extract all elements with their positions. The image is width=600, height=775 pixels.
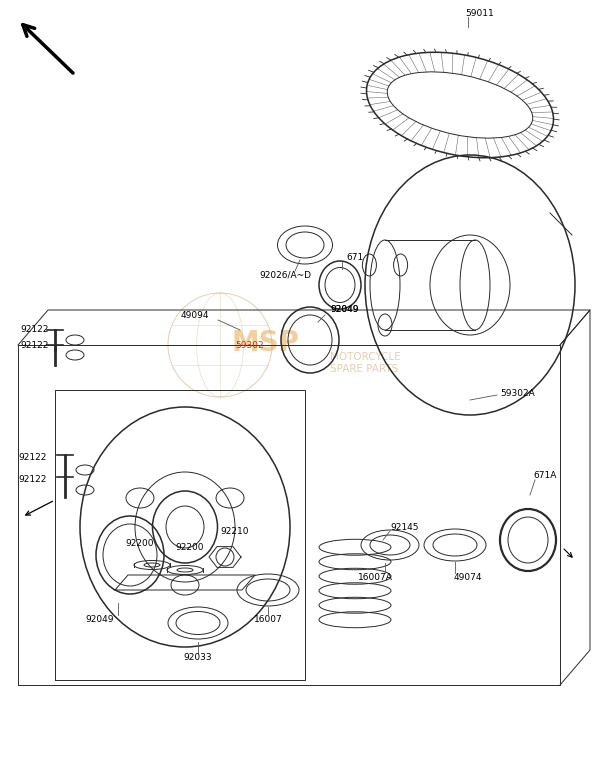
Text: 59302: 59302 (236, 340, 265, 350)
Text: 92200: 92200 (176, 543, 204, 553)
Text: MSP: MSP (231, 329, 299, 357)
Text: 59302A: 59302A (500, 388, 535, 398)
Text: 92122: 92122 (20, 340, 49, 350)
Text: 92122: 92122 (18, 474, 46, 484)
Text: 671A: 671A (533, 470, 557, 480)
Text: SPARE PARTS: SPARE PARTS (330, 364, 398, 374)
Text: 92049: 92049 (331, 305, 359, 315)
Text: 92033: 92033 (184, 653, 212, 662)
Text: 92200: 92200 (126, 539, 154, 547)
Text: 92210: 92210 (221, 528, 249, 536)
Text: 671: 671 (346, 253, 364, 261)
Text: 92122: 92122 (18, 453, 46, 461)
Text: 92026/A~D: 92026/A~D (259, 270, 311, 280)
Text: 92122: 92122 (20, 326, 49, 335)
Text: 49074: 49074 (454, 573, 482, 581)
Text: 92145: 92145 (390, 522, 419, 532)
Text: 16007: 16007 (254, 615, 283, 624)
Text: 16007A: 16007A (358, 573, 392, 581)
Text: 92049: 92049 (331, 305, 359, 315)
Text: 92049: 92049 (86, 615, 114, 625)
Text: MOTORCYCLE: MOTORCYCLE (330, 352, 401, 362)
Text: 59011: 59011 (466, 9, 494, 18)
Text: 49094: 49094 (181, 311, 209, 319)
